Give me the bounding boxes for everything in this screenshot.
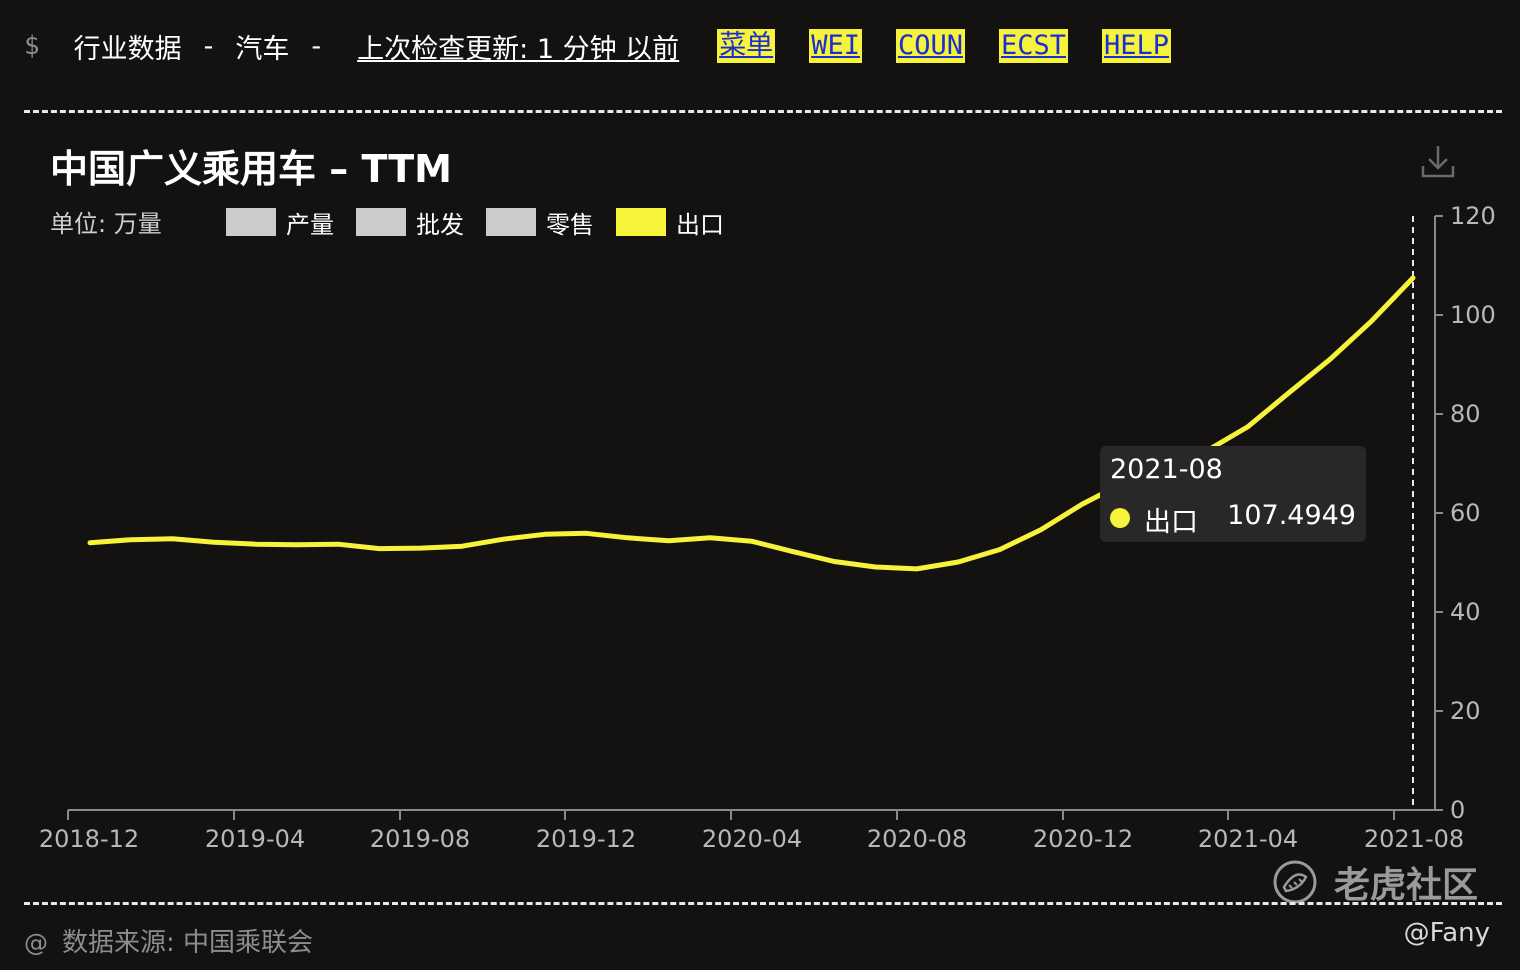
- last-update-link[interactable]: 上次检查更新: 1 分钟 以前: [357, 33, 680, 65]
- legend-swatch: [486, 208, 536, 236]
- watermark-text: 老虎社区: [1334, 865, 1479, 906]
- nav-link-ecst[interactable]: ECST: [999, 29, 1069, 63]
- x-tick-label: 2021-04: [1198, 825, 1298, 853]
- unit-label: 单位: 万量: [50, 210, 162, 238]
- legend-swatch: [356, 208, 406, 236]
- legend-item-retail[interactable]: 零售: [486, 205, 594, 240]
- legend-item-wholesale[interactable]: 批发: [356, 205, 464, 240]
- nav-link-coun[interactable]: COUN: [895, 29, 965, 63]
- chart-title: 中国广义乘用车 – TTM: [50, 147, 452, 191]
- y-tick-label: 120: [1450, 202, 1496, 230]
- x-tick-label: 2020-04: [702, 825, 802, 853]
- legend-item-production[interactable]: 产量: [226, 205, 334, 240]
- y-tick-label: 80: [1450, 400, 1481, 428]
- x-tick-label: 2020-12: [1033, 825, 1133, 853]
- legend-item-export[interactable]: 出口: [616, 205, 724, 240]
- y-tick-label: 60: [1450, 499, 1481, 527]
- legend-swatch: [226, 208, 276, 236]
- nav-link-wei[interactable]: WEI: [809, 29, 862, 63]
- breadcrumb-section: 行业数据: [73, 33, 182, 65]
- x-tick-label: 2019-04: [205, 825, 305, 853]
- chart-tooltip: 2021-08 出口 107.4949: [1100, 446, 1366, 542]
- x-tick-label: 2018-12: [39, 825, 139, 853]
- legend-label: 产量: [286, 210, 334, 239]
- source-line: @ 数据来源: 中国乘联会: [24, 922, 313, 959]
- y-tick-label: 40: [1450, 598, 1481, 626]
- download-icon[interactable]: [1418, 142, 1458, 182]
- at-symbol: @: [24, 929, 48, 957]
- legend-swatch: [616, 208, 666, 236]
- author-credit: @Fany: [1403, 918, 1490, 948]
- x-tick-label: 2020-08: [867, 825, 967, 853]
- nav-link-help[interactable]: HELP: [1102, 29, 1172, 63]
- legend-label: 零售: [546, 210, 594, 239]
- y-tick-label: 20: [1450, 697, 1481, 725]
- tooltip-value: 107.4949: [1227, 500, 1356, 531]
- breadcrumb-separator: -: [203, 30, 214, 62]
- source-text: 数据来源: 中国乘联会: [62, 928, 314, 958]
- y-tick-label: 100: [1450, 301, 1496, 329]
- breadcrumb-separator: -: [311, 30, 322, 62]
- x-tick-label: 2019-08: [370, 825, 470, 853]
- tooltip-series-dot: [1110, 508, 1130, 528]
- y-tick-label: 0: [1450, 796, 1465, 824]
- prompt-symbol: $: [24, 31, 40, 61]
- tiger-logo-icon: [1273, 860, 1317, 904]
- legend-label: 出口: [676, 210, 724, 239]
- legend: 产量 批发 零售 出口: [226, 204, 746, 240]
- watermark: 老虎社区: [1272, 856, 1478, 908]
- bottom-divider: [24, 902, 1502, 905]
- top-bar: $ 行业数据 - 汽车 - 上次检查更新: 1 分钟 以前 菜单 WEI COU…: [24, 26, 1205, 66]
- x-tick-label: 2021-08: [1364, 825, 1464, 853]
- nav-link-menu[interactable]: 菜单: [717, 29, 776, 63]
- x-tick-label: 2019-12: [536, 825, 636, 853]
- breadcrumb-category: 汽车: [235, 33, 290, 65]
- tooltip-series-name: 出口: [1144, 507, 1198, 538]
- tooltip-date: 2021-08: [1110, 454, 1223, 485]
- legend-label: 批发: [416, 210, 464, 239]
- top-divider: [24, 110, 1502, 113]
